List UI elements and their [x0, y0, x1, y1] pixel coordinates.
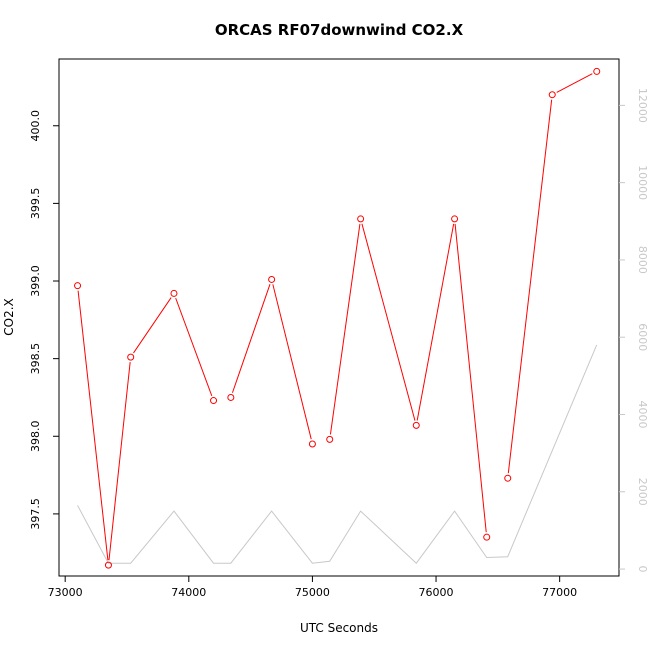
co2-series-segment: [77, 290, 109, 561]
co2-series-segment: [361, 223, 416, 421]
y-axis-label: CO2.X: [2, 298, 16, 336]
co2-series-segment: [416, 223, 455, 421]
co2-data-point: [127, 353, 135, 361]
y-tick-label: 399.0: [29, 265, 42, 297]
y2-tick-label: 4000: [636, 400, 649, 428]
y2-tick-label: 12000: [636, 88, 649, 123]
co2-data-point: [412, 421, 420, 429]
y-tick-label: 399.5: [29, 188, 42, 220]
co2-data-point: [593, 67, 601, 75]
altitude-series-line: [77, 344, 598, 564]
co2-data-point: [504, 474, 512, 482]
x-tick-label: 77000: [542, 586, 577, 599]
co2-data-point: [210, 397, 218, 405]
co2-data-point: [548, 91, 556, 99]
co2-data-point: [104, 561, 112, 569]
series-layer: [74, 67, 601, 569]
x-tick-label: 76000: [419, 586, 454, 599]
co2-series-segment: [507, 99, 553, 474]
co2-series-segment: [454, 223, 487, 533]
co2-data-point: [451, 215, 459, 223]
y2-tick-label: 0: [636, 566, 649, 573]
co2-series-segment: [133, 297, 172, 354]
co2-data-point: [227, 393, 235, 401]
co2-series-segment: [272, 284, 312, 440]
x-tick-label: 73000: [48, 586, 83, 599]
co2-data-point: [268, 275, 276, 283]
x-tick-label: 74000: [171, 586, 206, 599]
y-tick-label: 398.5: [29, 343, 42, 375]
co2-data-point: [326, 435, 334, 443]
co2-series-segment: [329, 223, 361, 435]
chart-title: ORCAS RF07downwind CO2.X: [215, 21, 464, 39]
y2-tick-label: 10000: [636, 165, 649, 200]
x-tick-label: 75000: [295, 586, 330, 599]
co2-series-segment: [175, 297, 213, 397]
plot-frame: [58, 58, 620, 577]
co2-data-point: [483, 533, 491, 541]
co2-data-point: [74, 282, 82, 290]
co2-series-segment: [231, 284, 271, 393]
co2-data-point: [170, 289, 178, 297]
x-axis-label: UTC Seconds: [300, 621, 378, 635]
y-tick-label: 397.5: [29, 498, 42, 530]
y2-tick-label: 8000: [636, 246, 649, 274]
y2-tick-label: 2000: [636, 478, 649, 506]
co2-data-point: [357, 215, 365, 223]
y-tick-label: 398.0: [29, 421, 42, 453]
axes: 73000 74000 75000 76000 77000 397.5 398.0 398.5…: [29, 88, 649, 599]
y2-tick-label: 6000: [636, 323, 649, 351]
co2-series-segment: [556, 73, 593, 93]
co2-series-segment: [108, 362, 131, 561]
co2-data-point: [308, 440, 316, 448]
y-tick-label: 400.0: [29, 110, 42, 142]
